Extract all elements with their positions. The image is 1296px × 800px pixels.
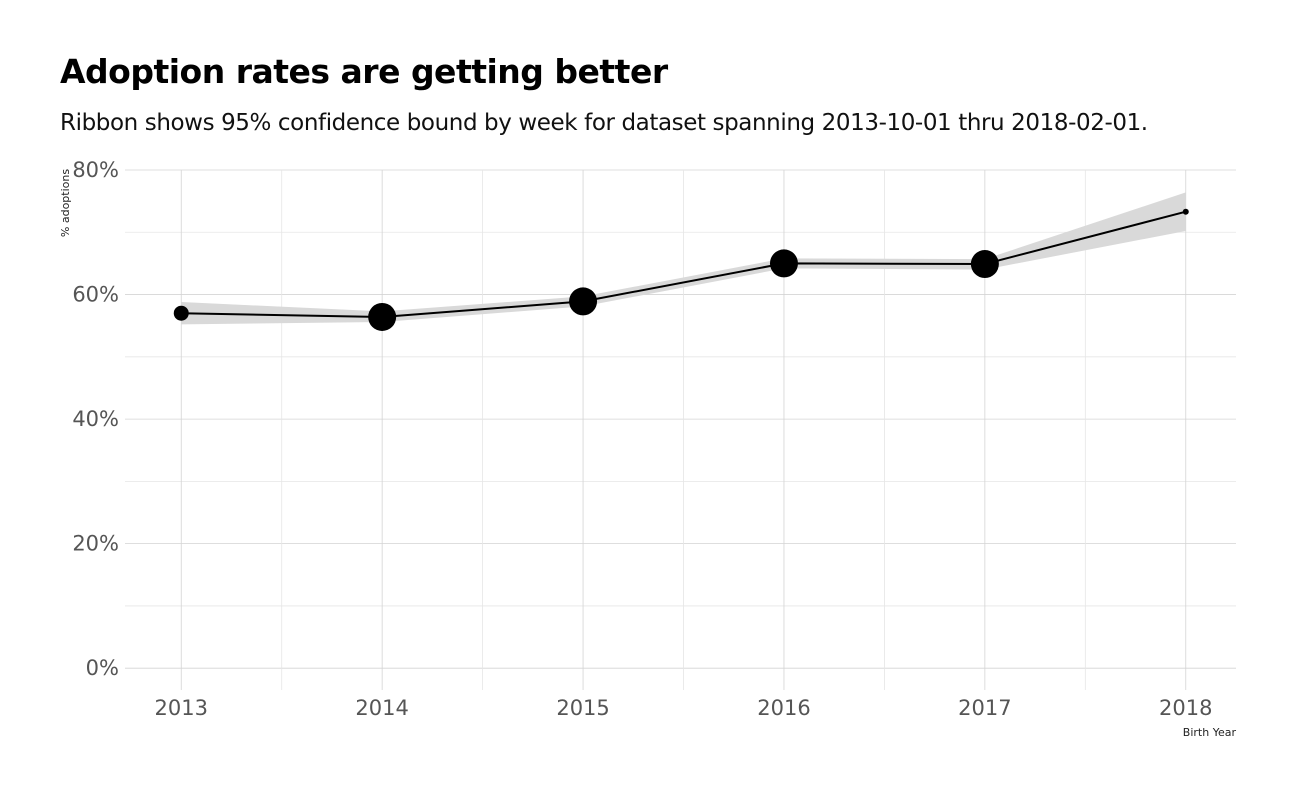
x-tick-label: 2014 bbox=[355, 696, 408, 720]
y-axis-title: % adoptions bbox=[59, 169, 72, 237]
data-point bbox=[173, 305, 189, 321]
y-tick-label: 0% bbox=[86, 656, 119, 680]
grid-lines bbox=[125, 169, 1236, 690]
data-point bbox=[769, 249, 798, 278]
data-points-layer bbox=[173, 208, 1189, 331]
y-tick-label: 60% bbox=[72, 283, 119, 307]
series-line bbox=[181, 210, 1187, 319]
x-tick-label: 2013 bbox=[155, 696, 208, 720]
x-tick-label: 2018 bbox=[1159, 696, 1212, 720]
y-tick-label: 80% bbox=[72, 158, 119, 182]
confidence-ribbon-layer bbox=[181, 192, 1186, 325]
y-tick-label: 40% bbox=[72, 407, 119, 431]
data-point bbox=[970, 250, 999, 279]
x-tick-label: 2017 bbox=[958, 696, 1011, 720]
chart-title: Adoption rates are getting better bbox=[60, 52, 668, 91]
chart-subtitle: Ribbon shows 95% confidence bound by wee… bbox=[60, 110, 1148, 136]
series-line-layer bbox=[181, 210, 1187, 319]
confidence-ribbon bbox=[181, 192, 1186, 325]
data-point bbox=[569, 287, 598, 316]
x-tick-label: 2015 bbox=[556, 696, 609, 720]
x-tick-labels: 2013 2014 2015 2016 2017 2018 bbox=[155, 696, 1213, 720]
x-axis-title: Birth Year bbox=[1183, 726, 1237, 739]
data-point bbox=[1182, 208, 1189, 215]
y-tick-labels: 0% 20% 40% 60% 80% bbox=[72, 158, 119, 680]
y-tick-label: 20% bbox=[72, 532, 119, 556]
data-point bbox=[368, 302, 397, 331]
x-tick-label: 2016 bbox=[757, 696, 810, 720]
